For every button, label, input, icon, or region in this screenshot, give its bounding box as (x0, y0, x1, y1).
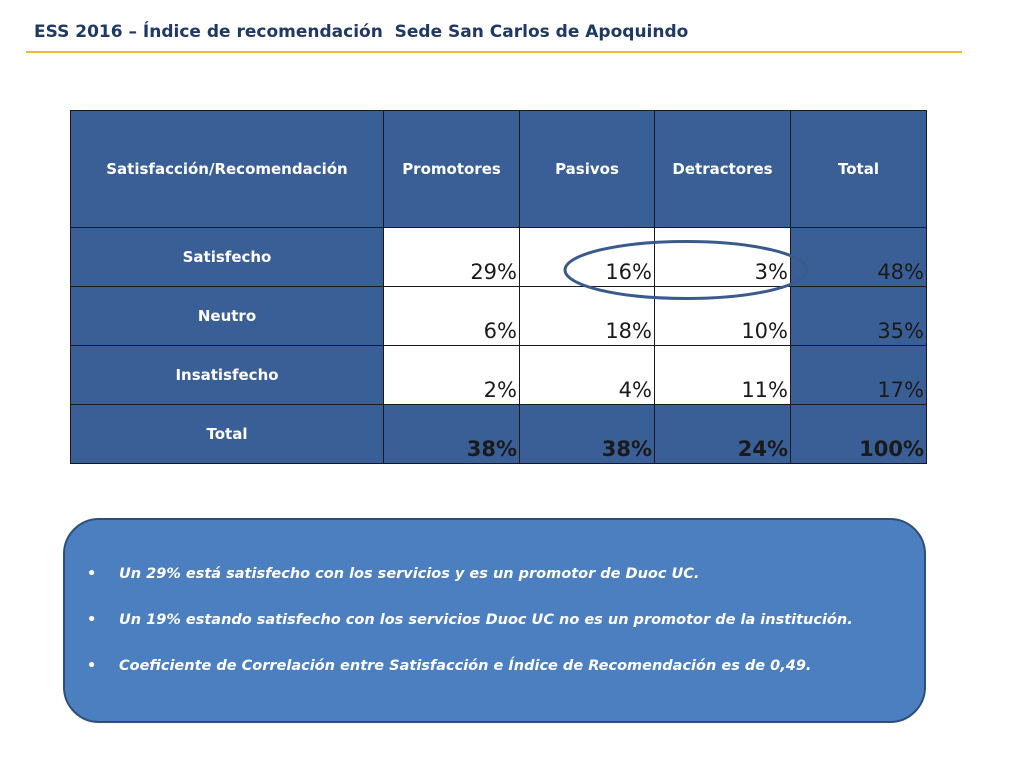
table-cell: 4% (519, 345, 655, 405)
total-cell: 35% (790, 286, 927, 346)
column-header: Promotores (383, 110, 520, 228)
finding-text: Un 29% está satisfecho con los servicios… (119, 566, 700, 582)
table-cell: 10% (654, 286, 791, 346)
column-header: Pasivos (519, 110, 655, 228)
table-cell: 2% (383, 345, 520, 405)
title-underline (26, 51, 962, 53)
total-cell: 48% (790, 227, 927, 287)
total-cell: 38% (383, 404, 520, 464)
table-cell: 18% (519, 286, 655, 346)
row-label: Satisfecho (70, 227, 384, 287)
table-row: Satisfecho 29% 16% 3% 48% (70, 227, 927, 287)
list-item: • Coeficiente de Correlación entre Satis… (87, 656, 904, 676)
list-item: • Un 19% estando satisfecho con los serv… (87, 610, 904, 630)
table-total-row: Total 38% 38% 24% 100% (70, 404, 927, 464)
table-row: Insatisfecho 2% 4% 11% 17% (70, 345, 927, 405)
table-cell: 6% (383, 286, 520, 346)
slide-title: ESS 2016 – Índice de recomendación Sede … (34, 22, 689, 42)
list-item: • Un 29% está satisfecho con los servici… (87, 564, 904, 584)
table-cell: 11% (654, 345, 791, 405)
recommendation-table: Satisfacción/Recomendación Promotores Pa… (70, 110, 927, 464)
row-label: Insatisfecho (70, 345, 384, 405)
grand-total-cell: 100% (790, 404, 927, 464)
findings-list: • Un 29% está satisfecho con los servici… (87, 564, 904, 702)
total-cell: 24% (654, 404, 791, 464)
table-cell: 29% (383, 227, 520, 287)
column-header: Detractores (654, 110, 791, 228)
row-label: Total (70, 404, 384, 464)
column-header: Satisfacción/Recomendación (70, 110, 384, 228)
bullet-glyph: • (87, 566, 97, 582)
finding-text: Un 19% estando satisfecho con los servic… (119, 612, 853, 628)
finding-text: Coeficiente de Correlación entre Satisfa… (119, 658, 812, 674)
table-cell: 16% (519, 227, 655, 287)
total-cell: 17% (790, 345, 927, 405)
table-header-row: Satisfacción/Recomendación Promotores Pa… (70, 110, 927, 228)
table-cell: 3% (654, 227, 791, 287)
row-label: Neutro (70, 286, 384, 346)
table-row: Neutro 6% 18% 10% 35% (70, 286, 927, 346)
bullet-glyph: • (87, 658, 97, 674)
findings-box: • Un 29% está satisfecho con los servici… (63, 518, 926, 723)
total-cell: 38% (519, 404, 655, 464)
column-header: Total (790, 110, 927, 228)
bullet-glyph: • (87, 612, 97, 628)
